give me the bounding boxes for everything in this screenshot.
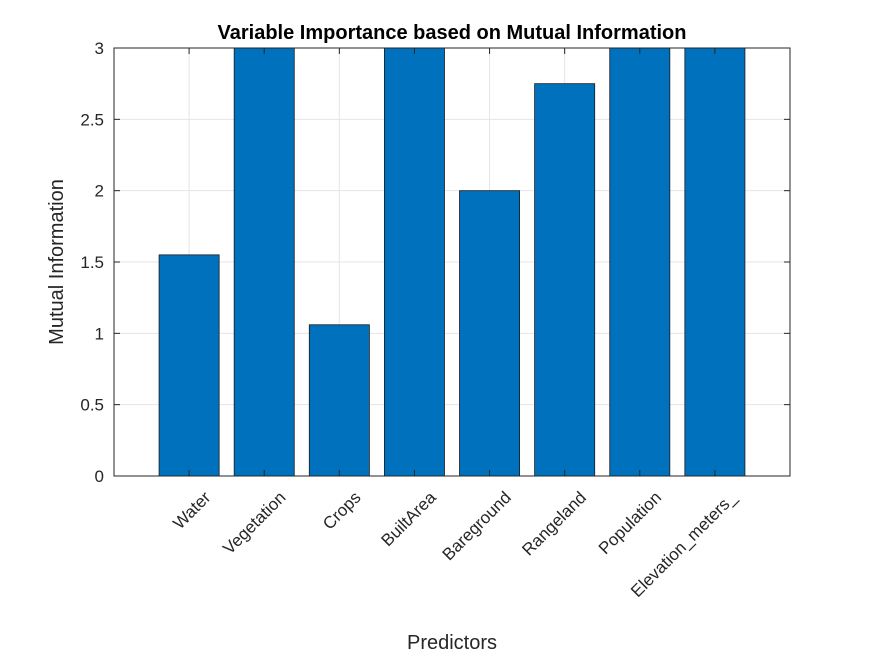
- x-tick-label: BuiltArea: [378, 487, 441, 550]
- y-tick-label: 0: [95, 467, 104, 486]
- bar-bareground: [459, 190, 520, 477]
- bar-rangeland: [534, 83, 596, 477]
- y-tick-label: 3: [95, 39, 104, 58]
- y-tick-label: 2.5: [80, 110, 104, 129]
- x-tick-label: Bareground: [439, 488, 515, 564]
- y-axis-label: Mutual Information: [46, 179, 68, 345]
- bar-crops: [308, 324, 370, 477]
- x-tick-label: Rangeland: [518, 488, 590, 560]
- bar-builtarea: [383, 47, 445, 477]
- y-axis-ticks: 0 0.5 1 1.5 2 2.5 3: [80, 39, 790, 486]
- x-tick-label: Vegetation: [219, 488, 289, 558]
- y-tick-label: 1.5: [80, 253, 104, 272]
- y-tick-label: 1: [95, 324, 104, 343]
- y-tick-label: 0.5: [80, 396, 104, 415]
- y-tick-label: 2: [95, 182, 104, 201]
- chart-title: Variable Importance based on Mutual Info…: [218, 22, 687, 44]
- bars: [158, 47, 746, 477]
- bar-elevation-meters: [684, 47, 746, 477]
- bar-vegetation: [233, 47, 295, 477]
- bar-water: [158, 254, 220, 477]
- x-tick-label: Population: [595, 488, 665, 558]
- x-tick-label: Crops: [319, 488, 365, 534]
- bar-population: [609, 47, 671, 477]
- x-axis-label: Predictors: [407, 632, 497, 654]
- x-tick-label: Water: [169, 488, 214, 533]
